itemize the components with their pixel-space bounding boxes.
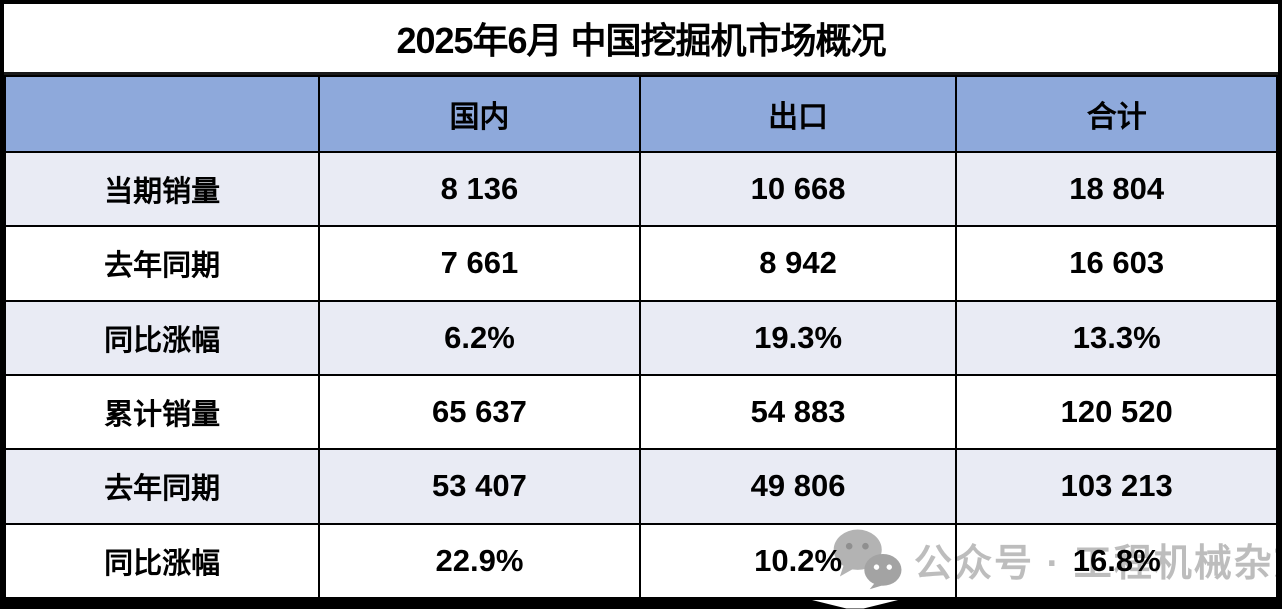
row-label: 去年同期 xyxy=(3,225,321,302)
bottom-notch-decoration xyxy=(812,600,898,609)
cell-value: 22.9% xyxy=(318,522,641,600)
row-label: 累计销量 xyxy=(3,373,321,451)
cell-value: 120 520 xyxy=(955,373,1278,451)
page-title: 2025年6月 中国挖掘机市场概况 xyxy=(4,4,1278,75)
cell-value: 10 668 xyxy=(638,150,958,228)
table-row-cumulative-yoy-growth: 同比涨幅 22.9% 10.2% 16.8% xyxy=(3,522,1278,600)
cell-value: 16.8% xyxy=(955,522,1278,600)
cell-value: 6.2% xyxy=(318,299,641,376)
header-export: 出口 xyxy=(638,75,958,153)
header-total: 合计 xyxy=(955,75,1278,153)
cell-value: 53 407 xyxy=(318,448,641,525)
cell-value: 65 637 xyxy=(318,373,641,451)
table-row-last-year-same-period: 去年同期 7 661 8 942 16 603 xyxy=(3,225,1278,302)
table-row-cumulative-sales: 累计销量 65 637 54 883 120 520 xyxy=(3,373,1278,451)
row-label: 同比涨幅 xyxy=(3,299,321,376)
table-row-last-year-cumulative: 去年同期 53 407 49 806 103 213 xyxy=(3,448,1278,525)
table-row-current-sales: 当期销量 8 136 10 668 18 804 xyxy=(3,150,1278,228)
header-domestic: 国内 xyxy=(318,75,641,153)
header-row: 国内 出口 合计 xyxy=(3,75,1278,153)
cell-value: 13.3% xyxy=(955,299,1278,376)
row-label: 当期销量 xyxy=(3,150,321,228)
table-row-yoy-growth: 同比涨幅 6.2% 19.3% 13.3% xyxy=(3,299,1278,376)
cell-value: 7 661 xyxy=(318,225,641,302)
market-table: 国内 出口 合计 当期销量 8 136 10 668 18 804 去年同期 7… xyxy=(3,75,1278,600)
cell-value: 19.3% xyxy=(638,299,958,376)
cell-value: 10.2% xyxy=(638,522,958,600)
cell-value: 103 213 xyxy=(955,448,1278,525)
cell-value: 16 603 xyxy=(955,225,1278,302)
cell-value: 8 942 xyxy=(638,225,958,302)
cell-value: 8 136 xyxy=(318,150,641,228)
header-empty-cell xyxy=(3,75,321,153)
row-label: 同比涨幅 xyxy=(3,522,321,600)
cell-value: 54 883 xyxy=(638,373,958,451)
row-label: 去年同期 xyxy=(3,448,321,525)
cell-value: 49 806 xyxy=(638,448,958,525)
cell-value: 18 804 xyxy=(955,150,1278,228)
